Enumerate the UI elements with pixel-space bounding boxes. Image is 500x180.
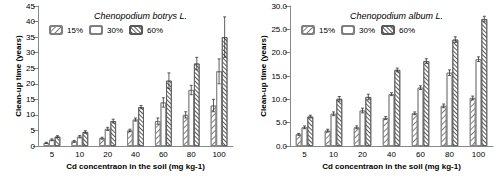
svg-text:60: 60 bbox=[416, 150, 425, 159]
svg-text:100: 100 bbox=[212, 150, 226, 159]
svg-text:20.0: 20.0 bbox=[271, 48, 287, 57]
svg-text:60: 60 bbox=[159, 150, 168, 159]
svg-text:30.0: 30.0 bbox=[271, 2, 287, 11]
svg-text:5.0: 5.0 bbox=[276, 118, 288, 127]
svg-text:5: 5 bbox=[50, 150, 55, 159]
svg-text:10: 10 bbox=[26, 110, 35, 119]
svg-text:15.0: 15.0 bbox=[271, 72, 287, 81]
svg-text:30: 30 bbox=[26, 48, 35, 57]
svg-text:40: 40 bbox=[26, 17, 35, 26]
svg-text:0: 0 bbox=[31, 142, 36, 151]
svg-text:35: 35 bbox=[26, 33, 35, 42]
svg-text:25: 25 bbox=[26, 64, 35, 73]
svg-text:Clean-up time (years): Clean-up time (years) bbox=[14, 35, 23, 117]
svg-text:Cd concentraon in the soil (mg: Cd concentraon in the soil (mg kg-1) bbox=[66, 162, 205, 171]
svg-text:5: 5 bbox=[31, 126, 36, 135]
svg-text:100: 100 bbox=[472, 150, 486, 159]
svg-text:20: 20 bbox=[26, 79, 35, 88]
svg-text:40: 40 bbox=[131, 150, 140, 159]
svg-text:Chenopodium botrys L.: Chenopodium botrys L. bbox=[94, 11, 187, 21]
svg-text:Clean-up time (years): Clean-up time (years) bbox=[259, 35, 268, 117]
svg-text:25.0: 25.0 bbox=[271, 25, 287, 34]
svg-text:10.0: 10.0 bbox=[271, 95, 287, 104]
svg-text:0.0: 0.0 bbox=[276, 142, 288, 151]
svg-text:15: 15 bbox=[26, 95, 35, 104]
svg-text:10: 10 bbox=[329, 150, 338, 159]
svg-text:45: 45 bbox=[26, 2, 35, 11]
svg-text:60%: 60% bbox=[399, 26, 415, 35]
svg-text:80: 80 bbox=[187, 150, 196, 159]
svg-text:40: 40 bbox=[387, 150, 396, 159]
svg-text:30%: 30% bbox=[359, 26, 375, 35]
svg-text:5: 5 bbox=[302, 150, 307, 159]
svg-text:15%: 15% bbox=[67, 26, 83, 35]
svg-text:30%: 30% bbox=[107, 26, 123, 35]
svg-text:20: 20 bbox=[358, 150, 367, 159]
svg-text:15%: 15% bbox=[319, 26, 335, 35]
svg-text:Chenopodium album L.: Chenopodium album L. bbox=[350, 11, 443, 21]
svg-text:20: 20 bbox=[103, 150, 112, 159]
svg-text:80: 80 bbox=[445, 150, 454, 159]
svg-text:10: 10 bbox=[75, 150, 84, 159]
svg-text:Cd concentraon in the soil (mg: Cd concentraon in the soil (mg kg-1) bbox=[322, 162, 461, 171]
svg-text:60%: 60% bbox=[147, 26, 163, 35]
